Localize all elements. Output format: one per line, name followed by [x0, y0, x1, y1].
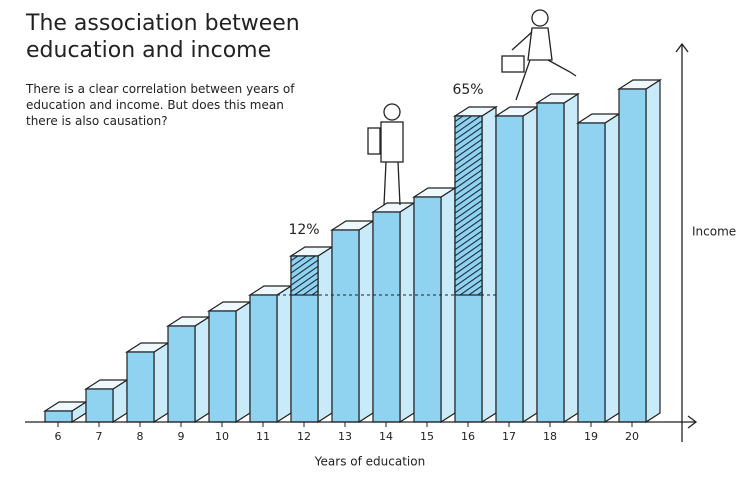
x-tick-label: 13: [338, 430, 352, 443]
bar-hatch: [290, 255, 319, 296]
student-figure: [367, 103, 404, 206]
chart-subtitle: There is a clear correlation between yea…: [26, 82, 295, 128]
x-axis-label: Years of education: [314, 455, 425, 469]
annotation: 65%: [452, 82, 483, 98]
x-tick-label: 14: [379, 430, 393, 443]
bar-side: [276, 284, 292, 424]
bar-side: [440, 186, 456, 424]
bar-side: [194, 315, 210, 424]
bar: [167, 325, 196, 423]
bar-hatch: [454, 115, 483, 296]
y-axis-label: Income: [692, 225, 736, 239]
x-tick-label: 8: [137, 430, 144, 443]
bar: [44, 410, 73, 423]
bar-side: [563, 92, 579, 424]
bar-side: [399, 201, 415, 424]
bar-side: [481, 105, 497, 424]
x-tick-label: 19: [584, 430, 598, 443]
bar-side: [317, 245, 333, 424]
x-tick-label: 18: [543, 430, 557, 443]
bar: [495, 115, 524, 423]
bar: [618, 88, 647, 423]
bar-side: [153, 341, 169, 424]
bar: [208, 310, 237, 423]
x-tick-label: 10: [215, 430, 229, 443]
bar: [331, 229, 360, 423]
chart-title: The association between education and in…: [26, 11, 300, 63]
annotation: 12%: [288, 222, 319, 238]
x-tick-label: 20: [625, 430, 639, 443]
bar: [536, 102, 565, 423]
bar-side: [522, 105, 538, 424]
x-axis-arrow: [687, 415, 698, 429]
x-tick-label: 6: [55, 430, 62, 443]
bar-side: [604, 112, 620, 424]
bar: [577, 122, 606, 423]
bars: [42, 78, 663, 424]
bar: [249, 294, 278, 423]
bar: [372, 211, 401, 423]
x-tick-label: 9: [178, 430, 185, 443]
bar: [413, 196, 442, 423]
bar: [126, 351, 155, 423]
bar-side: [235, 300, 251, 424]
x-tick-label: 16: [461, 430, 475, 443]
bar-side: [358, 219, 374, 424]
bar-side: [645, 78, 661, 424]
x-tick-label: 15: [420, 430, 434, 443]
graduate-figure: [501, 9, 577, 101]
x-tick-label: 11: [256, 430, 270, 443]
bar: [85, 388, 114, 423]
x-tick-label: 12: [297, 430, 311, 443]
x-tick-label: 7: [96, 430, 103, 443]
x-tick-label: 17: [502, 430, 516, 443]
y-axis-arrow: [675, 42, 689, 53]
